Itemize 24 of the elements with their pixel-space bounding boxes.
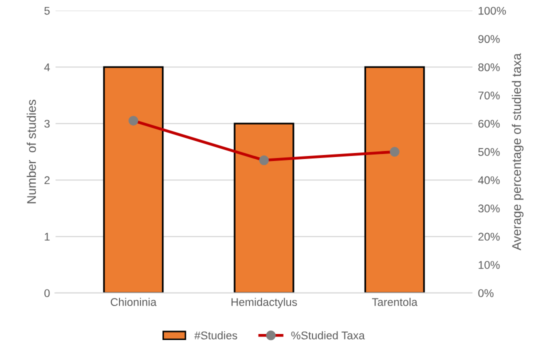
y-tick-label: 0 xyxy=(44,289,50,298)
y-tick-label: 1 xyxy=(44,232,50,241)
y2-tick-label: 30% xyxy=(478,204,500,212)
y-tick-label: 5 xyxy=(44,6,50,15)
y2-tick-label: 10% xyxy=(478,261,500,269)
y-tick-label: 4 xyxy=(44,63,50,72)
y2-axis-title: Average percentage of studied taxa xyxy=(512,53,524,250)
y2-tick-label: 60% xyxy=(478,120,500,128)
legend-label: #Studies xyxy=(194,331,238,340)
legend-label: %Studied Taxa xyxy=(291,331,365,340)
y2-tick-label: 50% xyxy=(478,148,500,156)
y-tick-label: 3 xyxy=(44,120,50,128)
x-tick-label: Tarentola xyxy=(372,298,418,306)
y2-tick-label: 20% xyxy=(478,232,500,241)
y2-tick-label: 40% xyxy=(478,176,500,184)
y2-tick-label: 100% xyxy=(478,6,506,15)
y-tick-label: 2 xyxy=(44,176,50,184)
y-axis-title: Number of studies xyxy=(26,100,36,204)
x-tick-label: Hemidactylus xyxy=(232,298,297,308)
y2-tick-label: 0% xyxy=(478,289,494,298)
y2-tick-label: 90% xyxy=(478,35,500,43)
x-tick-label: Chioninia xyxy=(110,298,157,306)
y2-tick-label: 70% xyxy=(478,92,500,100)
y2-tick-label: 80% xyxy=(478,63,500,72)
